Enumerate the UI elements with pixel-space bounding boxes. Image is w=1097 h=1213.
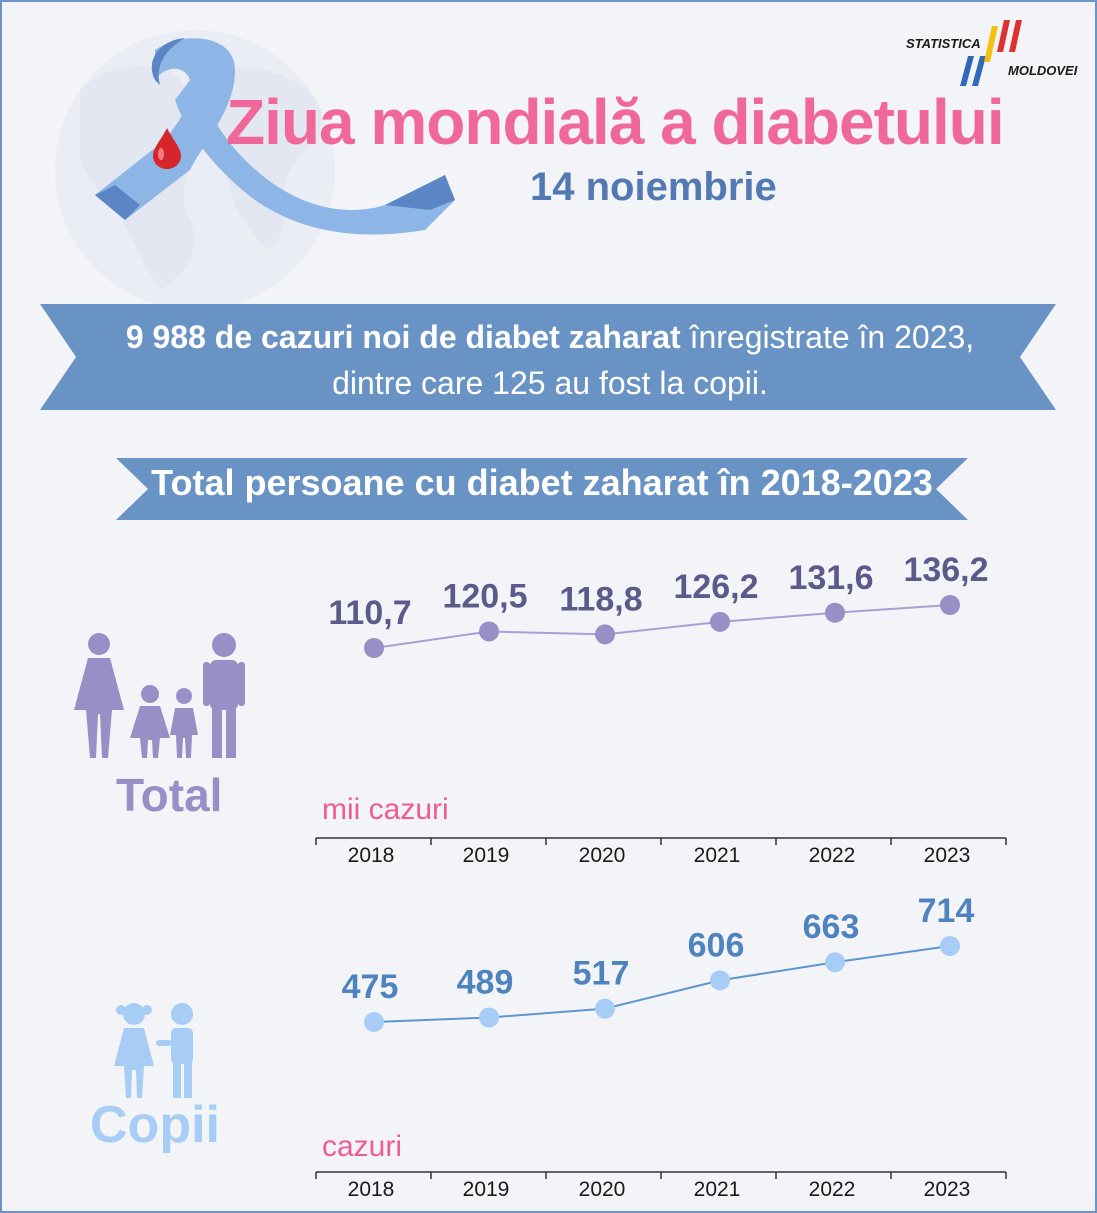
logo-text-moldovei: MOLDOVEI — [1008, 63, 1078, 78]
data-point-0-5 — [940, 595, 960, 615]
family-icon — [74, 633, 245, 758]
copii-label: Copii — [90, 1096, 220, 1154]
section-title-banner — [116, 458, 968, 520]
data-point-1-0 — [364, 1012, 384, 1032]
data-point-0-3 — [710, 611, 730, 632]
logo-text-statistica: STATISTICA — [906, 36, 981, 51]
data-label-1-1: 489 — [457, 964, 514, 1002]
x-tick-label-1-2: 2020 — [579, 1178, 626, 1201]
highlight-line2-text: dintre care 125 au fost la copii. — [332, 365, 768, 401]
x-tick-label-0-4: 2022 — [809, 844, 856, 867]
x-tick-label-0-1: 2019 — [463, 844, 510, 867]
data-label-1-5: 714 — [918, 892, 975, 930]
data-point-1-3 — [710, 970, 730, 991]
data-label-0-1: 120,5 — [442, 577, 527, 615]
data-label-1-2: 517 — [573, 955, 630, 993]
awareness-ribbon-icon — [95, 38, 455, 235]
data-point-0-0 — [364, 638, 384, 658]
x-tick-label-0-2: 2020 — [579, 844, 626, 867]
data-point-1-4 — [825, 952, 845, 973]
data-label-0-5: 136,2 — [903, 551, 988, 589]
statistica-moldovei-logo — [960, 20, 1022, 86]
data-point-1-2 — [595, 998, 615, 1019]
data-label-1-0: 475 — [342, 968, 399, 1006]
section-title: Total persoane cu diabet zaharat în 2018… — [151, 462, 933, 503]
x-tick-label-0-5: 2023 — [924, 844, 971, 867]
data-point-0-1 — [479, 621, 499, 642]
x-tick-label-0-0: 2018 — [348, 844, 395, 867]
x-tick-label-1-0: 2018 — [348, 1178, 395, 1201]
series-line-0 — [373, 604, 951, 649]
data-point-0-2 — [595, 624, 615, 645]
data-point-0-4 — [825, 602, 845, 623]
page-subtitle: 14 noiembrie — [530, 165, 777, 209]
page-title: Ziua mondială a diabetului — [226, 86, 1005, 158]
children-icon — [114, 1003, 193, 1098]
highlight-bold-text: 9 988 de cazuri noi de diabet zaharat — [125, 319, 681, 355]
copii-unit-label: cazuri — [322, 1130, 403, 1163]
highlight-banner-text: 9 988 de cazuri noi de diabet zaharat în… — [60, 314, 1040, 406]
data-label-0-4: 131,6 — [788, 559, 873, 597]
highlight-banner — [40, 304, 1056, 410]
data-point-1-1 — [479, 1007, 499, 1028]
data-label-0-3: 126,2 — [673, 568, 758, 606]
x-tick-label-1-1: 2019 — [463, 1178, 510, 1201]
highlight-rest-text: înregistrate în 2023, — [680, 319, 975, 355]
total-label: Total — [116, 769, 223, 821]
data-label-0-0: 110,7 — [328, 594, 411, 632]
total-unit-label: mii cazuri — [322, 793, 449, 826]
data-label-0-2: 118,8 — [559, 580, 642, 618]
x-tick-label-1-4: 2022 — [809, 1178, 856, 1201]
data-label-1-4: 663 — [803, 908, 860, 946]
series-line-1 — [373, 945, 951, 1023]
data-point-1-5 — [940, 936, 960, 956]
data-label-1-3: 606 — [688, 926, 745, 964]
x-tick-label-0-3: 2021 — [694, 844, 741, 867]
x-tick-label-1-5: 2023 — [924, 1178, 971, 1201]
x-tick-label-1-3: 2021 — [694, 1178, 741, 1201]
